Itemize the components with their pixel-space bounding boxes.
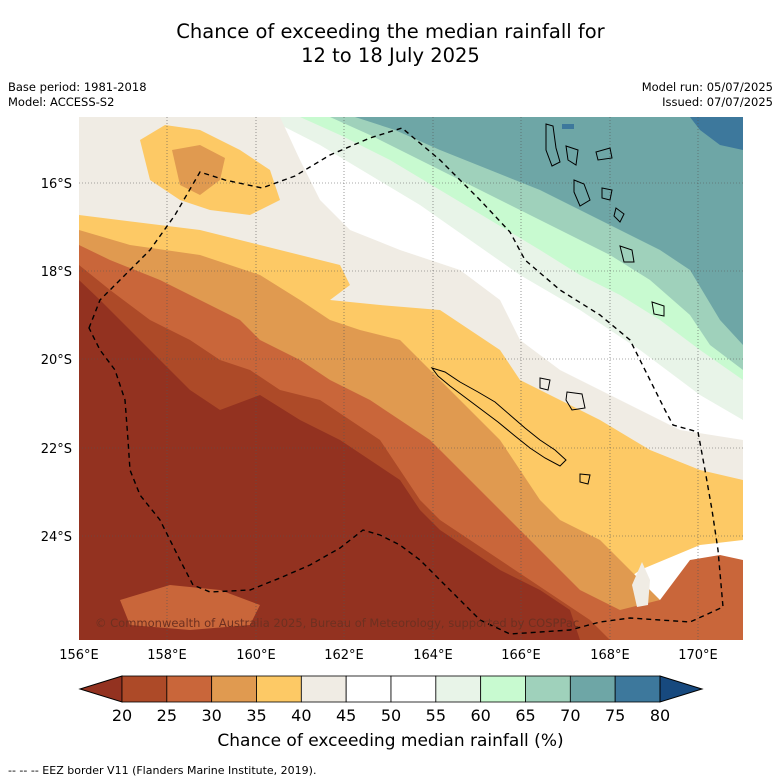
lon-label: 158°E — [147, 648, 187, 663]
colorbar-tick-label: 20 — [112, 706, 132, 725]
colorbar-tick-label: 50 — [381, 706, 401, 725]
lat-label: 20°S — [41, 353, 72, 368]
lon-label: 162°E — [324, 648, 364, 663]
footnote: -- -- -- EEZ border V11 (Flanders Marine… — [8, 764, 317, 777]
colorbar-tick-label: 65 — [515, 706, 535, 725]
colorbar-swatch — [480, 675, 526, 703]
colorbar-swatch — [166, 675, 213, 703]
colorbar-tick-label: 45 — [336, 706, 356, 725]
lon-labels: 156°E 158°E 160°E 162°E 164°E 166°E 168°… — [59, 648, 718, 663]
colorbar-swatch — [121, 675, 168, 703]
lon-label: 164°E — [413, 648, 453, 663]
colorbar-tick-label: 70 — [560, 706, 580, 725]
lon-label: 166°E — [501, 648, 541, 663]
band-70-75 — [355, 117, 743, 345]
colorbar: 20 25 30 35 40 45 50 55 60 65 70 75 80 — [78, 675, 704, 725]
meta-right: Model run: 05/07/2025 Issued: 07/07/2025 — [642, 80, 773, 110]
colorbar-extend-high — [659, 675, 704, 703]
lon-label: 170°E — [678, 648, 718, 663]
band-75-80 — [690, 117, 743, 150]
colorbar-tick-label: 75 — [605, 706, 625, 725]
colorbar-swatch — [345, 675, 392, 703]
band-30-35-north — [172, 145, 225, 195]
issued-date: Issued: 07/07/2025 — [662, 95, 773, 109]
model-run: Model run: 05/07/2025 — [641, 80, 773, 94]
colorbar-tick-label: 80 — [650, 706, 670, 725]
colorbar-tick-label: 60 — [470, 706, 490, 725]
grid-lines — [79, 117, 743, 640]
colorbar-swatch — [614, 675, 661, 703]
lon-label: 160°E — [236, 648, 276, 663]
colorbar-tick-label: 55 — [426, 706, 446, 725]
band-below-20 — [79, 280, 580, 640]
colorbar-swatch — [525, 675, 571, 703]
colorbar-swatch — [569, 675, 616, 703]
colorbar-title: Chance of exceeding median rainfall (%) — [217, 731, 564, 751]
colorbar-tick-label: 35 — [246, 706, 266, 725]
lat-label: 16°S — [41, 177, 72, 192]
title-line-2: 12 to 18 July 2025 — [301, 44, 480, 67]
colorbar-swatch — [390, 675, 437, 703]
lat-labels: 16°S 18°S 20°S 22°S 24°S — [41, 177, 72, 545]
copyright-text: © Commonwealth of Australia 2025, Bureau… — [95, 616, 579, 630]
patch-orange-south — [120, 585, 260, 630]
vanuatu-islands — [545, 123, 665, 317]
map-field: © Commonwealth of Australia 2025, Bureau… — [79, 117, 743, 640]
model-name: Model: ACCESS-S2 — [8, 95, 115, 109]
vanuatu-patch — [562, 124, 574, 129]
lon-label: 156°E — [59, 648, 99, 663]
title-line-1: Chance of exceeding the median rainfall … — [176, 20, 605, 43]
colorbar-swatch — [300, 675, 347, 703]
lat-label: 24°S — [41, 530, 72, 545]
colorbar-swatch — [211, 675, 257, 703]
lat-label: 18°S — [41, 265, 72, 280]
map-title: Chance of exceeding the median rainfall … — [0, 20, 781, 68]
new-caledonia-island — [430, 367, 567, 467]
colorbar-swatch — [435, 675, 482, 703]
loyalty-islands — [539, 377, 591, 485]
colorbar-swatch — [256, 675, 302, 703]
eez-border — [88, 127, 724, 635]
patch-white-south — [632, 562, 650, 607]
lat-label: 22°S — [41, 442, 72, 457]
colorbar-tick-label: 25 — [157, 706, 177, 725]
colorbar-extend-low — [78, 675, 123, 703]
lon-label: 168°E — [590, 648, 630, 663]
colorbar-tick-label: 30 — [201, 706, 221, 725]
colorbar-tick-label: 40 — [291, 706, 311, 725]
base-period: Base period: 1981-2018 — [8, 80, 147, 94]
meta-left: Base period: 1981-2018 Model: ACCESS-S2 — [8, 80, 147, 110]
